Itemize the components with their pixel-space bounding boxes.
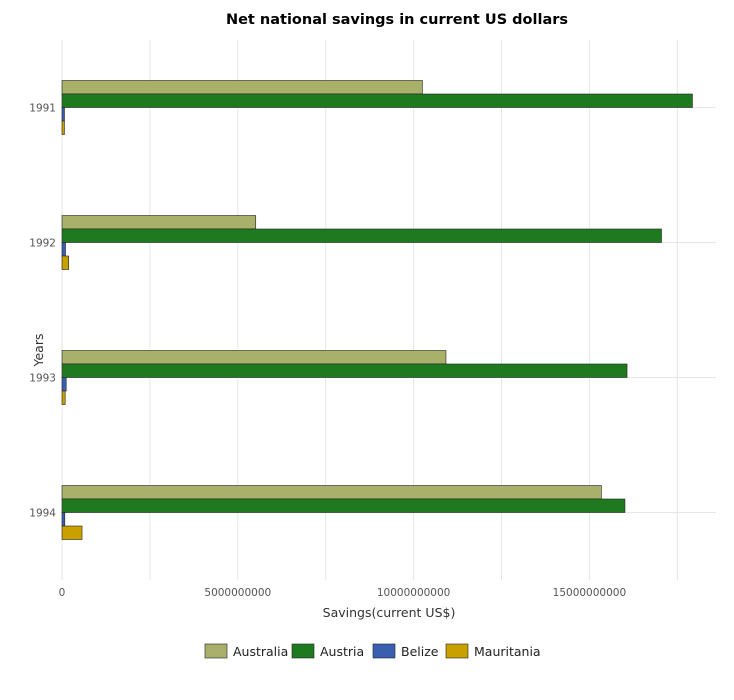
legend-swatch-australia <box>204 643 228 659</box>
bar-australia-1994 <box>61 485 602 500</box>
legend-swatch-austria <box>291 643 315 659</box>
chart-title: Net national savings in current US dolla… <box>226 12 568 28</box>
bar-australia-1993 <box>61 350 447 365</box>
bar-belize-1994 <box>61 512 66 527</box>
legend: Australia Austria Belize Mauritania <box>204 643 541 659</box>
legend-swatch-belize <box>372 643 396 659</box>
bar-belize-1991 <box>61 107 65 122</box>
x-tick-label: 15000000000 <box>553 587 627 599</box>
bar-mauritania-1993 <box>61 390 66 405</box>
legend-label-mauritania: Mauritania <box>474 644 541 659</box>
y-tick-label: 1992 <box>29 238 56 250</box>
bar-austria-1992 <box>61 228 662 243</box>
bar-australia-1991 <box>61 80 423 95</box>
bar-australia-1992 <box>61 215 257 230</box>
legend-label-belize: Belize <box>401 644 439 659</box>
y-tick-label: 1991 <box>29 103 56 115</box>
bar-austria-1993 <box>61 363 628 378</box>
x-tick-label: 5000000000 <box>204 587 271 599</box>
y-axis-label: Years <box>31 334 46 368</box>
y-tick-label: 1993 <box>29 373 56 385</box>
bar-belize-1993 <box>61 377 67 392</box>
bar-belize-1992 <box>61 242 66 257</box>
bars <box>61 80 693 540</box>
bar-mauritania-1991 <box>61 120 65 135</box>
x-tick-label: 10000000000 <box>377 587 451 599</box>
bar-mauritania-1992 <box>61 255 69 270</box>
bar-austria-1991 <box>61 93 693 108</box>
y-tick-label: 1994 <box>29 508 56 520</box>
legend-label-austria: Austria <box>320 644 364 659</box>
bar-mauritania-1994 <box>61 525 83 540</box>
x-tick-label: 0 <box>59 587 66 599</box>
legend-swatch-mauritania <box>445 643 469 659</box>
bar-austria-1994 <box>61 498 626 513</box>
legend-label-australia: Australia <box>233 644 288 659</box>
y-tick-labels: 1991 1992 1993 1994 <box>29 103 56 520</box>
x-tick-labels: 0 5000000000 10000000000 15000000000 <box>59 587 627 599</box>
x-axis-label: Savings(current US$) <box>323 605 456 620</box>
